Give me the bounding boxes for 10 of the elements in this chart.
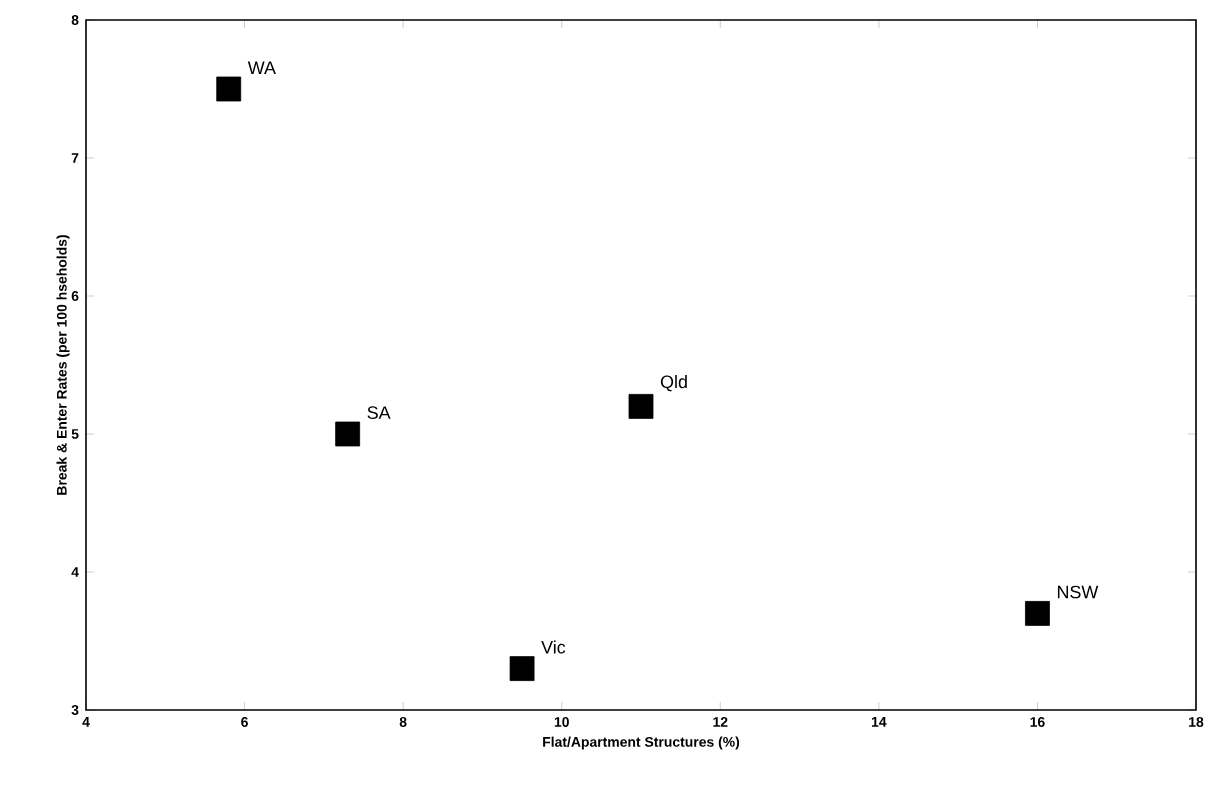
series-label: WA <box>247 61 276 74</box>
point <box>1025 601 1050 626</box>
series-label: Qld <box>660 374 687 392</box>
point <box>628 394 654 419</box>
point <box>509 656 535 681</box>
series-label: Vic <box>541 640 566 654</box>
series-label: NSW <box>1057 585 1099 599</box>
point <box>216 76 242 102</box>
series-label: SA <box>367 406 391 419</box>
point <box>335 421 361 447</box>
